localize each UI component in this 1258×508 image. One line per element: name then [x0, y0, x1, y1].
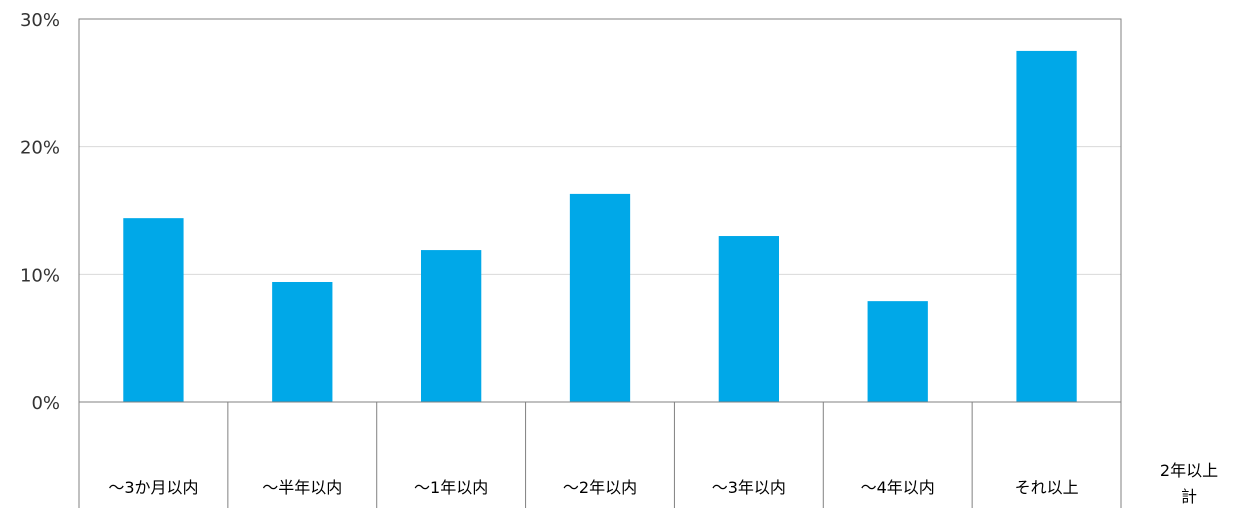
extra-label-line-2: 計 [1181, 487, 1197, 506]
y-tick-label: 0% [31, 393, 60, 414]
bar-2 [272, 281, 333, 402]
extra-label-line-1: 2年以上 [1160, 461, 1218, 480]
bar-6 [867, 301, 928, 402]
x-axis-category-labels: ～3か月以内 ～半年以内 ～1年以内 ～2年以内 ～3年以内 ～4年以内 それ以上 [78, 402, 1122, 508]
y-tick-label: 10% [20, 265, 60, 286]
extra-category-label: 2年以上 計 [1160, 461, 1218, 506]
bar-7 [1016, 50, 1077, 403]
bar-4 [569, 193, 631, 402]
bars [123, 50, 1077, 403]
y-tick-label: 30% [20, 10, 60, 31]
y-axis-tick-labels: 0% 10% 20% 30% [20, 10, 60, 414]
plot-frame [78, 18, 1122, 403]
category-label: ～2年以内 [563, 478, 637, 497]
category-label: それ以上 [1015, 478, 1079, 497]
bar-3 [420, 250, 482, 402]
bar-5 [718, 236, 780, 402]
y-tick-label: 20% [20, 138, 60, 159]
bar-1 [123, 218, 184, 402]
category-label: ～3か月以内 [108, 478, 198, 497]
category-label: ～半年以内 [262, 478, 342, 497]
category-label: ～1年以内 [414, 478, 488, 497]
category-label: ～3年以内 [712, 478, 786, 497]
category-label: ～4年以内 [861, 478, 935, 497]
